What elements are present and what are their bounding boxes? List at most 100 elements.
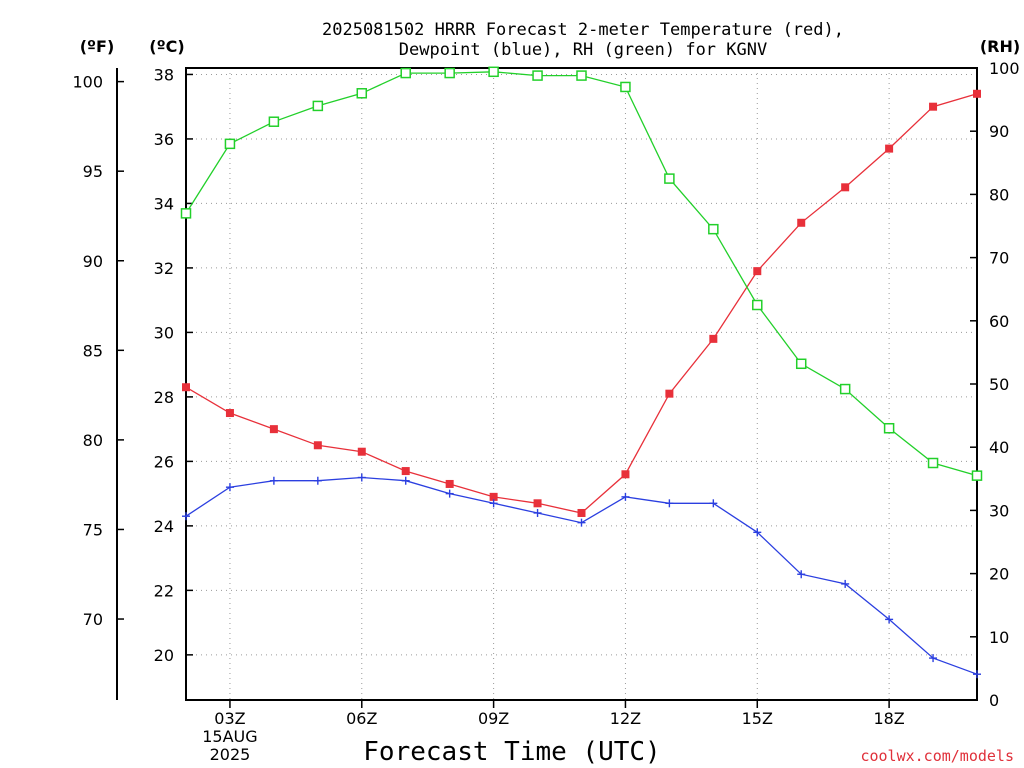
- rh-tick-label: 60: [989, 312, 1009, 331]
- rh-point: [532, 70, 543, 81]
- rh-tick-label: 0: [989, 691, 999, 710]
- dewpoint-point: [841, 579, 850, 588]
- celsius-tick-label: 32: [154, 259, 174, 278]
- rh-line: [185, 71, 978, 477]
- dewpoint-point: [313, 476, 322, 485]
- celsius-tick-label: 30: [154, 323, 174, 342]
- temperature-point: [401, 467, 410, 476]
- rh-point: [312, 100, 324, 112]
- rh-point: [839, 383, 851, 395]
- fahrenheit-tick-label: 70: [83, 610, 103, 629]
- temperature-point: [182, 383, 190, 392]
- fahrenheit-tick-label: 85: [83, 341, 103, 360]
- dewpoint-point: [577, 518, 586, 527]
- dewpoint-point: [973, 670, 981, 679]
- dewpoint-point: [885, 615, 894, 624]
- dewpoint-point: [269, 476, 278, 485]
- temperature-point: [841, 183, 850, 192]
- axes: [116, 67, 978, 708]
- rh-point: [488, 66, 499, 78]
- dewpoint-point: [709, 499, 718, 508]
- data-series: [180, 66, 983, 679]
- rh-point: [356, 88, 368, 99]
- temperature-point: [621, 470, 630, 479]
- dewpoint-point: [621, 492, 630, 501]
- dewpoint-point: [489, 499, 498, 508]
- rh-tick-label: 50: [989, 375, 1009, 394]
- celsius-tick-label: 34: [154, 194, 174, 213]
- fahrenheit-tick-label: 90: [83, 252, 103, 271]
- celsius-tick-label: 22: [154, 581, 174, 600]
- temperature-point: [929, 102, 938, 111]
- temperature-point: [225, 409, 234, 418]
- fahrenheit-tick-label: 75: [83, 520, 103, 539]
- temperature-point: [357, 447, 366, 456]
- temperature-point: [313, 441, 322, 450]
- chart-title-line-2: Dewpoint (blue), RH (green) for KGNV: [399, 40, 767, 60]
- rh-unit-label: (RH): [980, 37, 1020, 56]
- dewpoint-point: [753, 528, 762, 537]
- grid: [186, 68, 977, 700]
- temperature-line: [185, 93, 978, 514]
- rh-tick-label: 80: [989, 185, 1009, 204]
- temperature-point: [973, 89, 981, 98]
- tick-labels: 20 22 24 26 28 30 32 34 36 38 70 75 80 85 90 95 100 0 10 20…: [72, 59, 1019, 764]
- fahrenheit-tick-label: 95: [83, 162, 103, 181]
- celsius-tick-label: 20: [154, 646, 174, 665]
- temperature-point: [577, 508, 586, 517]
- temperature-point: [445, 479, 454, 488]
- celsius-tick-label: 36: [154, 130, 174, 149]
- rh-tick-label: 20: [989, 565, 1009, 584]
- celsius-tick-label: 38: [154, 65, 174, 84]
- temperature-point: [665, 389, 674, 398]
- rh-point: [180, 208, 192, 219]
- celsius-tick-label: 26: [154, 452, 174, 471]
- temperature-point: [753, 267, 762, 276]
- fahrenheit-tick-label: 80: [83, 431, 103, 450]
- rh-point: [927, 457, 939, 469]
- fahrenheit-unit-label: (ºF): [80, 37, 115, 56]
- temperature-point: [709, 334, 718, 343]
- dewpoint-point: [929, 654, 938, 663]
- dewpoint-point: [357, 473, 366, 482]
- dewpoint-point: [445, 489, 454, 498]
- dewpoint-line: [185, 476, 978, 675]
- dewpoint-point: [665, 499, 674, 508]
- rh-point: [971, 470, 983, 481]
- temperature-point: [489, 492, 498, 501]
- x-tick-label: 12Z: [610, 709, 641, 728]
- rh-tick-label: 70: [989, 249, 1009, 268]
- rh-tick-label: 90: [989, 122, 1009, 141]
- rh-point: [620, 81, 631, 93]
- x-tick-label: 06Z: [346, 709, 377, 728]
- rh-point: [752, 299, 763, 311]
- x-tick-sublabel: 2025: [210, 745, 251, 764]
- rh-point: [224, 138, 236, 150]
- rh-point: [795, 358, 807, 370]
- rh-tick-label: 40: [989, 438, 1009, 457]
- x-tick-label: 03Z: [214, 709, 245, 728]
- dewpoint-point: [797, 570, 806, 579]
- dewpoint-point: [225, 483, 234, 492]
- dewpoint-point: [401, 476, 410, 485]
- rh-tick-label: 30: [989, 501, 1009, 520]
- dewpoint-point: [533, 508, 542, 517]
- rh-point: [664, 173, 675, 184]
- rh-tick-label: 100: [989, 59, 1020, 78]
- x-axis-label: Forecast Time (UTC): [363, 737, 660, 767]
- x-tick-label: 09Z: [478, 709, 509, 728]
- temperature-point: [533, 499, 542, 508]
- celsius-tick-label: 28: [154, 388, 174, 407]
- rh-point: [400, 67, 411, 79]
- x-tick-sublabel: 15AUG: [202, 727, 257, 746]
- chart-title-line-1: 2025081502 HRRR Forecast 2-meter Tempera…: [322, 20, 844, 40]
- rh-point: [268, 116, 280, 127]
- temperature-point: [269, 425, 278, 434]
- credit-label: coolwx.com/models: [860, 747, 1014, 765]
- rh-point: [576, 70, 587, 81]
- temperature-point: [797, 218, 806, 227]
- rh-point: [444, 67, 455, 79]
- dewpoint-point: [182, 512, 190, 521]
- celsius-tick-label: 24: [154, 517, 174, 536]
